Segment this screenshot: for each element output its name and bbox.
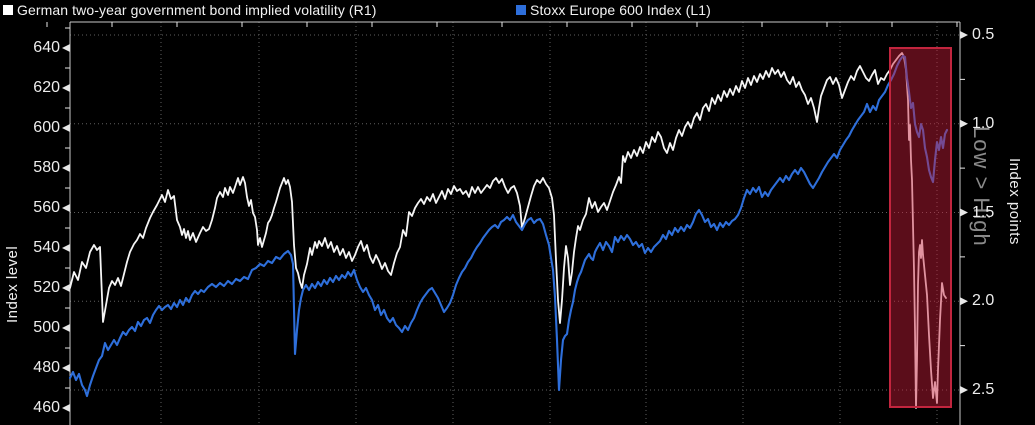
left-major-tick-arrow-icon [62,284,70,292]
right-tick-label: 2.0 [972,292,995,310]
left-tick-label: 600 [33,119,60,136]
left-tick-label: 580 [33,159,60,176]
right-major-tick-arrow-icon [960,208,968,217]
right-tick-label: 1.5 [972,203,995,221]
legend-swatch-blue-icon [516,5,526,15]
left-major-tick-arrow-icon [62,244,70,252]
left-major-tick-arrow-icon [62,124,70,132]
legend-label-bond-volatility: German two-year government bond implied … [17,2,377,18]
low-high-annotation: Low > High [969,126,994,247]
left-major-tick-arrow-icon [62,44,70,52]
left-major-tick-arrow-icon [62,324,70,332]
series-line-bond-volatility [69,52,947,409]
right-tick-label: 0.5 [972,26,995,43]
left-tick-label: 520 [33,279,60,296]
right-major-tick-arrow-icon [960,31,968,39]
left-tick-label: 460 [33,399,60,416]
right-major-tick-arrow-icon [960,386,968,394]
left-tick-label: 620 [33,79,60,96]
legend-item-bond-volatility[interactable]: German two-year government bond implied … [3,2,377,18]
left-major-tick-arrow-icon [62,204,70,212]
left-major-tick-arrow-icon [62,404,70,412]
legend-item-stoxx[interactable]: Stoxx Europe 600 Index (L1) [516,2,711,18]
left-major-tick-arrow-icon [62,364,70,372]
left-tick-label: 500 [33,319,60,336]
legend: German two-year government bond implied … [3,2,1033,18]
left-tick-label: 640 [33,39,60,56]
right-tick-label: 1.0 [972,114,995,132]
right-tick-label: 2.5 [972,381,995,398]
right-major-tick-arrow-icon [960,297,968,306]
right-axis-title: Index points [1006,158,1023,245]
left-major-tick-arrow-icon [62,84,70,92]
highlight-box [889,47,952,408]
left-tick-label: 560 [33,199,60,216]
right-major-tick-arrow-icon [960,119,968,128]
left-major-tick-arrow-icon [62,164,70,172]
series-line-stoxx [68,54,949,398]
left-tick-label: 480 [33,359,60,376]
left-tick-label: 540 [33,239,60,256]
legend-label-stoxx: Stoxx Europe 600 Index (L1) [530,2,711,18]
legend-swatch-white-icon [3,5,13,15]
plot-area[interactable] [70,22,960,425]
